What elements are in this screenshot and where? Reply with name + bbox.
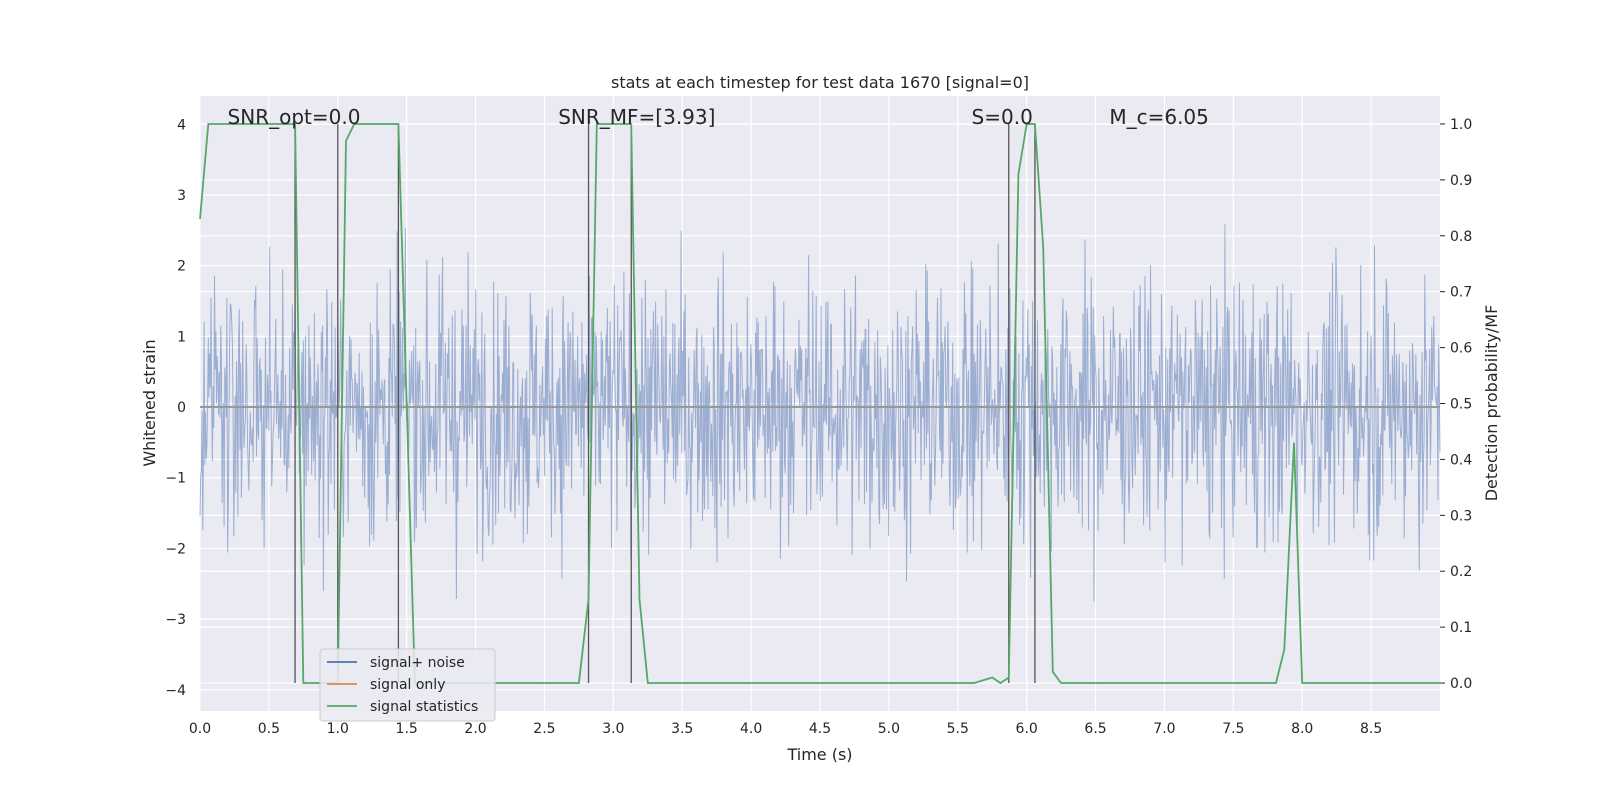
x-tick-label: 1.5	[396, 721, 418, 737]
x-tick-label: 8.5	[1360, 721, 1382, 737]
y-left-ticks: 4 3 2 1 0 −1 −2 −3 −4	[165, 117, 186, 699]
x-tick-label: 0.0	[189, 721, 211, 737]
x-axis-label: Time (s)	[786, 745, 852, 764]
y-right-tick-label: 0.1	[1450, 620, 1472, 636]
annotation-text: M_c=6.05	[1109, 105, 1209, 129]
annotation-text: SNR_MF=[3.93]	[558, 105, 715, 129]
y-left-tick-label: 1	[177, 329, 186, 345]
y-right-axis-label: Detection probability/MF	[1482, 305, 1501, 502]
x-tick-label: 7.0	[1153, 721, 1175, 737]
legend-label-signal-noise: signal+ noise	[370, 655, 465, 671]
x-tick-label: 2.5	[533, 721, 555, 737]
y-left-tick-label: −1	[165, 471, 186, 487]
y-right-tick-label: 0.7	[1450, 285, 1472, 301]
x-tick-label: 6.5	[1084, 721, 1106, 737]
y-left-tick-label: −3	[165, 612, 186, 628]
y-right-tick-label: 0.3	[1450, 508, 1472, 524]
y-left-tick-label: −4	[165, 683, 186, 699]
y-left-tick-label: 0	[177, 400, 186, 416]
legend: signal+ noise signal only signal statist…	[319, 648, 496, 722]
y-right-tick-label: 0.5	[1450, 397, 1472, 413]
x-tick-label: 5.0	[878, 721, 900, 737]
y-right-tick-label: 1.0	[1450, 117, 1472, 133]
x-tick-label: 4.5	[809, 721, 831, 737]
annotation-text: S=0.0	[972, 105, 1033, 129]
x-tick-label: 1.0	[327, 721, 349, 737]
y-left-tick-label: 4	[177, 117, 186, 133]
y-left-tick-label: −2	[165, 541, 186, 557]
x-tick-label: 2.0	[464, 721, 486, 737]
legend-label-signal-only: signal only	[370, 677, 445, 693]
y-right-tick-label: 0.2	[1450, 564, 1472, 580]
x-tick-label: 4.0	[740, 721, 762, 737]
x-ticks: 0.0 0.5 1.0 1.5 2.0 2.5 3.0 3.5 4.0 4.5 5.0 5.5 6.0 6…	[189, 721, 1382, 737]
x-tick-label: 8.0	[1291, 721, 1313, 737]
x-tick-label: 0.5	[258, 721, 280, 737]
y-right-ticks: 1.0 0.9 0.8 0.7 0.6 0.5 0.4 0.3 0.2 0.1 0.0	[1440, 117, 1472, 692]
y-left-tick-label: 3	[177, 188, 186, 204]
x-tick-label: 6.0	[1016, 721, 1038, 737]
y-right-tick-label: 0.0	[1450, 676, 1472, 692]
legend-label-signal-statistics: signal statistics	[370, 699, 478, 715]
y-right-tick-label: 0.4	[1450, 452, 1472, 468]
y-left-axis-label: Whitened strain	[140, 339, 159, 466]
chart-title: stats at each timestep for test data 167…	[611, 73, 1029, 92]
y-right-tick-label: 0.6	[1450, 341, 1472, 357]
annotations: SNR_opt=0.0 SNR_MF=[3.93] S=0.0 M_c=6.05	[228, 105, 1209, 129]
y-right-tick-label: 0.8	[1450, 229, 1472, 245]
x-tick-label: 3.0	[602, 721, 624, 737]
x-tick-label: 7.5	[1222, 721, 1244, 737]
x-tick-label: 5.5	[947, 721, 969, 737]
annotation-text: SNR_opt=0.0	[228, 105, 361, 129]
x-tick-label: 3.5	[671, 721, 693, 737]
y-right-tick-label: 0.9	[1450, 173, 1472, 189]
legend-box	[319, 648, 496, 722]
y-left-tick-label: 2	[177, 259, 186, 275]
